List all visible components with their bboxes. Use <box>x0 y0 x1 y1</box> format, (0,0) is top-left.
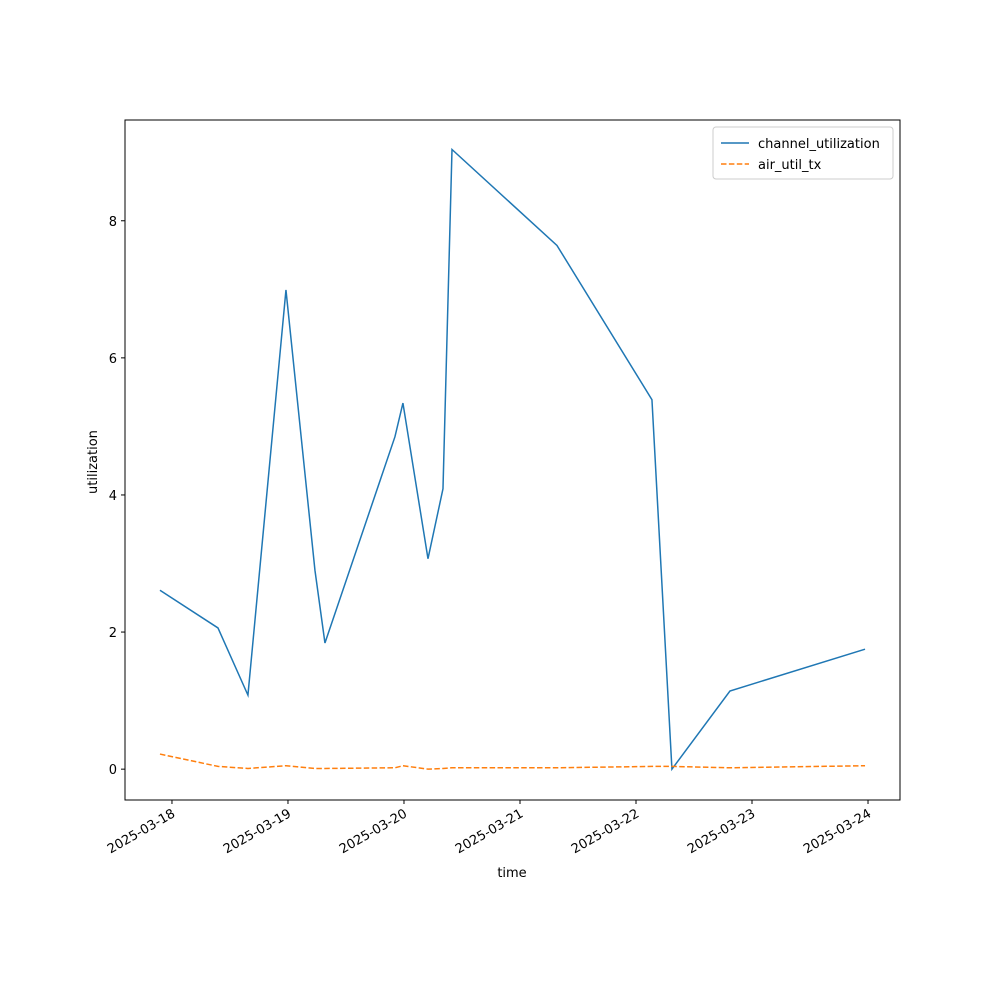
line-series <box>159 753 866 770</box>
y-tick-label: 2 <box>109 626 117 641</box>
x-axis-label: time <box>497 866 526 881</box>
y-tick-label: 8 <box>109 215 117 230</box>
y-tick-label: 6 <box>109 352 117 367</box>
x-tick-label: 2025-03-23 <box>685 806 758 857</box>
y-axis-label: utilization <box>86 430 101 494</box>
x-tick-label: 2025-03-20 <box>337 806 410 857</box>
x-tick-label: 2025-03-24 <box>801 806 874 857</box>
line-series <box>159 147 866 772</box>
x-tick-label: 2025-03-19 <box>221 806 294 857</box>
x-tick-label: 2025-03-18 <box>105 806 178 857</box>
legend-label: air_util_tx <box>758 158 822 173</box>
axes-frame <box>124 119 901 801</box>
y-tick-label: 4 <box>109 489 117 504</box>
legend-box <box>712 126 894 180</box>
legend-label: channel_utilization <box>758 137 880 152</box>
x-tick-label: 2025-03-22 <box>569 806 642 857</box>
x-tick-label: 2025-03-21 <box>453 806 526 857</box>
y-tick-label: 0 <box>109 763 117 778</box>
